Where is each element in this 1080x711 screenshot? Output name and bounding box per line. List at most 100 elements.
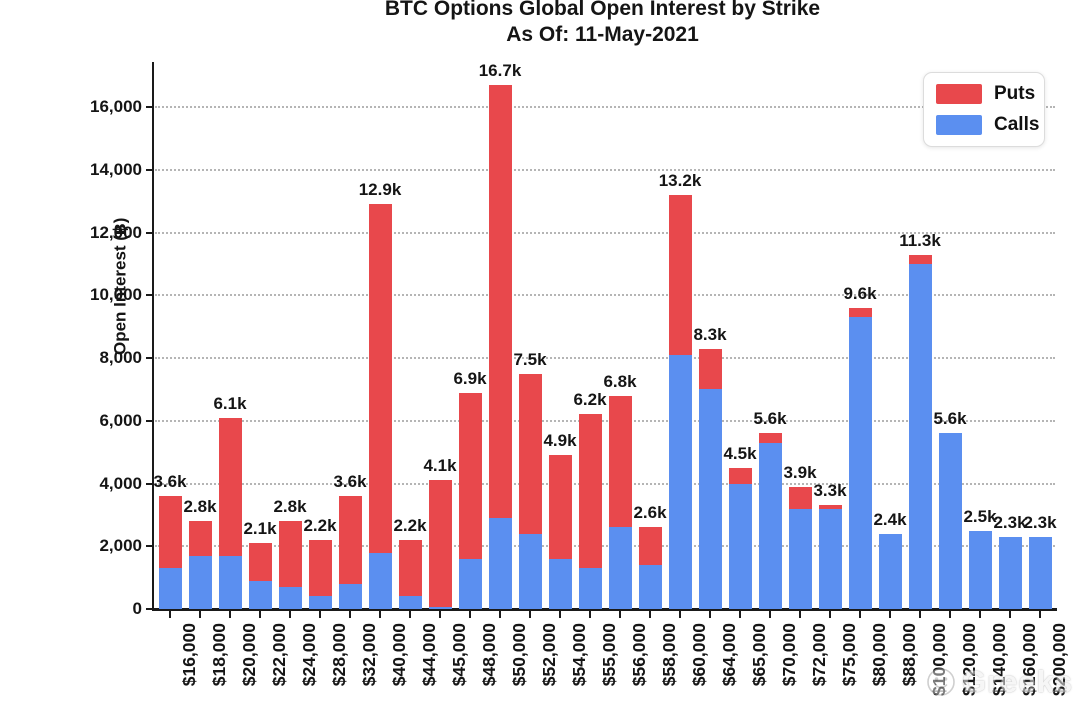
x-tick [409,611,411,618]
y-tick [146,419,153,422]
puts-segment [908,254,932,264]
bar-$75,000 [818,505,842,609]
puts-segment [458,392,482,559]
bar-total-label: 11.3k [899,230,941,250]
calls-segment [668,354,692,609]
puts-segment [188,521,212,556]
gridline [155,357,1055,360]
calls-segment [158,568,182,609]
bar-total-label: 6.8k [603,371,637,391]
bar-$64,000 [698,348,722,609]
x-tick [439,611,441,618]
x-tick-label: $54,000 [569,623,589,687]
x-tick-label: $100,000 [929,623,949,696]
puts-segment [308,539,332,597]
calls-segment [338,583,362,609]
calls-segment [818,508,842,609]
x-tick [259,611,261,618]
x-tick [679,611,681,618]
bar-$22,000 [248,543,272,609]
y-tick [146,168,153,171]
calls-segment [908,263,932,609]
x-axis-spine [152,608,1057,611]
y-tick-label: 8,000 [99,348,142,368]
bar-$45,000 [428,480,452,609]
calls-segment [248,580,272,609]
x-tick-label: $45,000 [449,623,469,687]
bar-$60,000 [668,194,692,609]
x-tick-label: $55,000 [599,623,619,687]
bar-total-label: 5.6k [933,409,967,429]
bar-total-label: 4.9k [543,431,577,451]
x-tick [979,611,981,618]
y-tick [146,106,153,109]
x-tick-label: $65,000 [749,623,769,687]
x-tick [349,611,351,618]
calls-segment [428,607,452,609]
x-tick [169,611,171,618]
calls-segment [728,483,752,609]
y-tick [146,357,153,360]
bar-$54,000 [548,455,572,609]
calls-segment [188,555,212,609]
x-tick [949,611,951,618]
x-tick-label: $58,000 [659,623,679,687]
bar-total-label: 3.9k [783,462,817,482]
puts-segment [548,455,572,559]
bar-total-label: 3.3k [813,481,847,501]
x-tick-label: $88,000 [899,623,919,687]
bar-total-label: 6.2k [573,390,607,410]
calls-segment [368,552,392,609]
calls-segment [578,568,602,609]
legend-item-calls[interactable]: Calls [936,114,1039,136]
bar-$50,000 [488,85,512,609]
x-tick [529,611,531,618]
chart-title: BTC Options Global Open Interest by Stri… [150,0,1055,49]
legend: Puts Calls [923,72,1045,147]
x-tick [379,611,381,618]
puts-segment [398,539,422,597]
bar-total-label: 2.8k [183,497,217,517]
x-tick [559,611,561,618]
x-tick-label: $40,000 [389,623,409,687]
x-tick [229,611,231,618]
gridline [155,106,1055,109]
bar-$140,000 [968,530,992,609]
x-tick [649,611,651,618]
x-tick-label: $48,000 [479,623,499,687]
bar-$200,000 [1028,536,1052,609]
puts-segment [788,486,812,509]
puts-segment [248,543,272,581]
bar-total-label: 2.1k [243,519,277,539]
x-tick [589,611,591,618]
bar-total-label: 8.3k [693,324,727,344]
puts-segment [488,85,512,519]
gridline [155,294,1055,297]
y-tick-label: 12,000 [90,222,142,242]
y-tick [146,482,153,485]
x-tick [769,611,771,618]
calls-segment [758,442,782,609]
calls-segment [278,587,302,609]
x-tick [829,611,831,618]
bar-total-label: 4.1k [423,456,457,476]
y-axis-spine [152,62,154,610]
x-tick-label: $140,000 [989,623,1009,696]
bar-$55,000 [578,414,602,609]
calls-color-swatch [936,115,982,135]
bar-$20,000 [218,417,242,609]
bar-total-label: 6.1k [213,393,247,413]
bar-$48,000 [458,392,482,609]
bar-$100,000 [908,254,932,609]
x-tick [199,611,201,618]
legend-item-puts[interactable]: Puts [936,83,1035,105]
x-tick [859,611,861,618]
calls-segment [848,317,872,609]
calls-segment [698,389,722,609]
x-tick-label: $60,000 [689,623,709,687]
bar-$160,000 [998,536,1022,609]
calls-segment [1028,536,1052,609]
calls-segment [938,433,962,609]
x-tick-label: $160,000 [1019,623,1039,696]
